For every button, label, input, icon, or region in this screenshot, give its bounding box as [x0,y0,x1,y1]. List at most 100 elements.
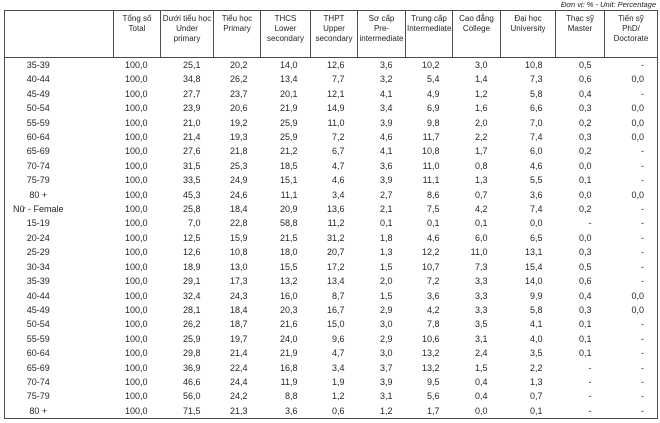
value-cell: 13,0 [229,261,248,272]
value-cell: - [641,276,644,287]
value-cell: 19,7 [229,333,248,344]
value-cell: 0,5 [578,261,592,272]
value-cell: 0,6 [578,276,592,287]
value-cell: 14,9 [326,103,345,114]
value-cell: 4,0 [529,333,543,344]
value-cell: 8,8 [284,391,298,402]
table-row: 65-69 100,0 27,6 21,8 21,2 6,7 4,1 10,8 1,7 6,0 0,… [5,144,658,158]
value-cell: 6,0 [529,146,543,157]
value-cell: 100,0 [124,376,148,387]
value-cell: 25,9 [182,333,201,344]
value-cell: 1,6 [474,103,488,114]
value-cell: 11,0 [422,160,440,171]
value-cell: - [588,405,592,416]
row-label: 80 + [29,405,48,416]
table-row: 40-44 100,0 32,4 24,3 16,0 8,7 1,5 3,6 3,3 9,9 0,4… [5,289,658,303]
value-cell: 7,7 [331,74,345,85]
value-cell: 3,3 [474,276,488,287]
table-row: 20-24 100,0 12,5 15,9 21,5 31,2 1,8 4,6 6,0 6,5 0,… [5,231,658,245]
value-cell: 0,3 [578,103,592,114]
value-cell: 20,2 [229,60,248,70]
value-cell: 3,4 [331,362,345,373]
value-cell: 20,6 [229,103,248,114]
value-cell: 3,4 [379,103,393,114]
value-cell: 20,9 [279,204,298,215]
value-cell: 1,3 [379,247,393,258]
row-label: 15-19 [26,218,50,229]
row-label: 55-59 [26,117,50,128]
value-cell: 0,3 [578,247,592,258]
value-cell: 18,4 [229,204,248,215]
table-row: 80 + 100,0 71,5 21,3 3,6 0,6 1,2 1,7 0,0 0,1 - - [5,404,658,419]
row-label: 20-24 [26,232,50,243]
value-cell: - [641,88,644,99]
col-header-university: Đại học University [500,10,556,58]
value-cell: 0,3 [578,304,592,315]
value-cell: 20,3 [279,304,298,315]
value-cell: 7,5 [426,204,440,215]
value-cell: 7,8 [426,319,440,330]
value-cell: 3,0 [379,319,393,330]
value-cell: 0,0 [578,189,592,200]
value-cell: 10,8 [229,247,248,258]
value-cell: 2,1 [379,204,393,215]
value-cell: 27,7 [182,88,201,99]
value-cell: 1,2 [331,391,345,402]
col-header-total: Tổng số Total [113,10,161,58]
value-cell: 12,6 [326,60,345,70]
value-cell: 21,9 [279,348,298,359]
value-cell: 0,2 [578,204,592,215]
value-cell: 0,0 [631,132,644,143]
value-cell: 29,1 [182,276,201,287]
value-cell: 28,1 [182,304,201,315]
col-header-primary: Tiểu học Primary [213,10,261,58]
value-cell: 2,4 [474,348,488,359]
value-cell: 0,7 [474,189,488,200]
value-cell: 21,5 [279,232,298,243]
value-cell: 100,0 [124,391,148,402]
header-row: Tổng số Total Dưới tiểu học Under primary… [4,10,658,58]
value-cell: 0,1 [529,405,543,416]
value-cell: 4,6 [529,160,543,171]
value-cell: 13,4 [326,276,345,287]
value-cell: 24,2 [229,391,248,402]
row-label: 75-79 [26,391,50,402]
value-cell: 13,2 [279,276,298,287]
row-label: 70-74 [26,160,50,171]
table-row: 80 + 100,0 45,3 24,6 11,1 3,4 2,7 8,6 0,7 3,6 0,0 0… [5,188,658,202]
value-cell: 15,1 [279,175,298,186]
value-cell: - [641,247,644,258]
value-cell: 3,4 [331,189,345,200]
row-label: 60-64 [26,132,50,143]
unit-label: Đơn vị: % - Unit: Percentage [561,0,656,9]
value-cell: 3,3 [474,290,488,301]
value-cell: 100,0 [124,362,148,373]
value-cell: 20,7 [326,247,345,258]
value-cell: 1,2 [474,88,488,99]
value-cell: - [588,218,592,229]
value-cell: - [641,160,644,171]
table-row: 65-69 100,0 36,9 22,4 16,8 3,4 3,7 13,2 1,5 2,2 - - [5,361,658,375]
value-cell: 6,5 [529,232,543,243]
table-body: 35-39 100,0 25,1 20,2 14,0 12,6 3,6 10,2 3,0 10,8… [5,58,658,419]
value-cell: 3,7 [379,362,393,373]
value-cell: 100,0 [124,189,148,200]
value-cell: 2,2 [474,132,488,143]
value-cell: 100,0 [124,60,148,70]
col-header-phd: Tiến sỹ PhD/ Doctorate [604,10,658,58]
value-cell: 17,3 [229,276,248,287]
value-cell: 100,0 [124,74,148,85]
value-cell: 29,8 [182,348,201,359]
value-cell: 33,5 [182,175,201,186]
value-cell: 3,6 [379,160,393,171]
value-cell: 10,8 [524,60,543,70]
value-cell: 3,5 [529,348,543,359]
value-cell: 10,7 [421,261,440,272]
value-cell: 5,4 [426,74,440,85]
value-cell: 1,5 [474,362,488,373]
value-cell: 25,3 [229,160,248,171]
education-attainment-table: Tổng số Total Dưới tiểu học Under primary… [4,10,658,420]
row-label: 40-44 [26,74,50,85]
value-cell: 0,0 [631,304,644,315]
value-cell: - [641,146,644,157]
